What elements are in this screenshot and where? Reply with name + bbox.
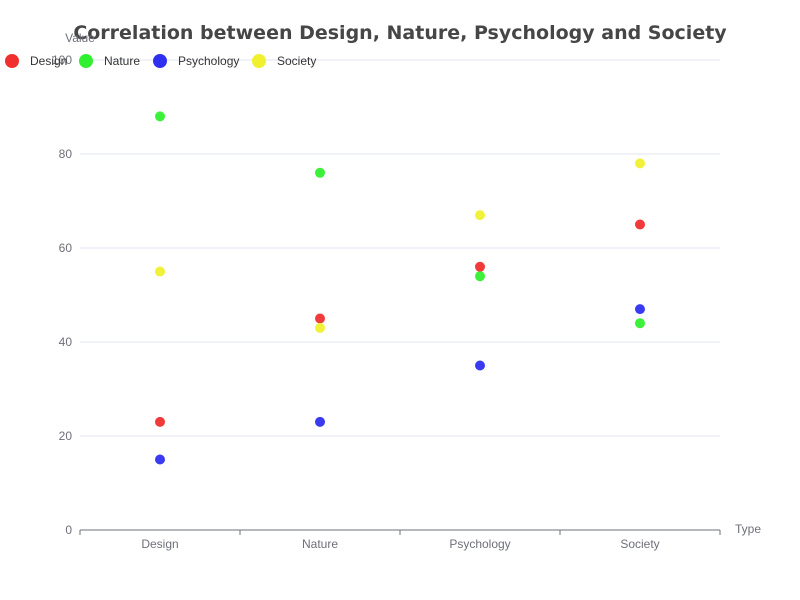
legend-label: Psychology (178, 54, 239, 68)
legend-item-psychology[interactable]: Psychology (153, 54, 239, 68)
legend-label: Nature (104, 54, 140, 68)
data-point-nature-society[interactable] (635, 318, 645, 329)
y-tick-label: 60 (59, 241, 73, 255)
legend-marker (153, 54, 167, 68)
data-point-psychology-psychology[interactable] (475, 360, 485, 371)
y-tick-label: 40 (59, 335, 73, 349)
data-point-society-design[interactable] (155, 266, 165, 277)
data-point-society-society[interactable] (635, 158, 645, 169)
data-point-psychology-society[interactable] (635, 304, 645, 315)
legend[interactable]: Design Nature Psychology Society (5, 54, 316, 68)
legend-item-society[interactable]: Society (252, 54, 316, 68)
data-point-society-nature[interactable] (315, 322, 325, 333)
y-axis-ticks: 0 20 40 60 80 100 (52, 53, 72, 537)
data-point-psychology-design[interactable] (155, 454, 165, 465)
chart-title: Correlation between Design, Nature, Psyc… (73, 22, 727, 44)
legend-item-design[interactable]: Design (5, 54, 67, 68)
x-tick-label: Design (141, 537, 178, 551)
x-axis (79, 529, 721, 535)
legend-item-nature[interactable]: Nature (79, 54, 140, 68)
legend-marker (5, 54, 19, 68)
legend-marker (79, 54, 93, 68)
y-tick-label: 20 (59, 429, 73, 443)
data-point-nature-design[interactable] (155, 111, 165, 122)
x-tick-label: Psychology (449, 537, 510, 551)
x-axis-name: Type (735, 522, 761, 536)
data-point-psychology-nature[interactable] (315, 416, 325, 427)
data-point-design-psychology[interactable] (475, 261, 485, 272)
data-point-design-nature[interactable] (315, 313, 325, 324)
data-point-society-psychology[interactable] (475, 210, 485, 221)
legend-label: Design (30, 54, 67, 68)
grid-lines (80, 59, 720, 437)
x-tick-label: Society (620, 537, 659, 551)
data-point-design-design[interactable] (155, 416, 165, 427)
data-point-design-society[interactable] (635, 219, 645, 230)
legend-label: Society (277, 54, 316, 68)
data-point-nature-nature[interactable] (315, 167, 325, 178)
data-point-nature-psychology[interactable] (475, 271, 485, 282)
legend-marker (252, 54, 266, 68)
y-tick-label: 80 (59, 147, 73, 161)
data-points (155, 111, 645, 465)
y-tick-label: 0 (65, 523, 72, 537)
x-tick-label: Nature (302, 537, 338, 551)
x-axis-ticks: Design Nature Psychology Society (141, 537, 659, 551)
y-tick-label: 100 (52, 53, 72, 67)
y-axis-name: Value (65, 31, 95, 45)
